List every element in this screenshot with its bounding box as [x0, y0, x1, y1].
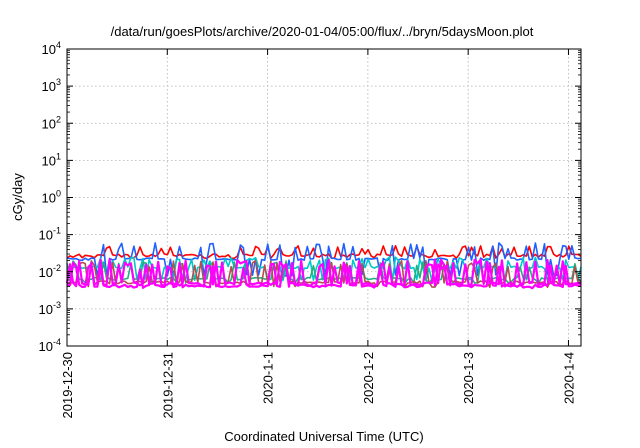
- y-tick-label: 10-3: [39, 300, 61, 317]
- y-tick-label: 103: [42, 77, 61, 94]
- y-axis-label: cGy/day: [10, 173, 25, 221]
- y-tick-label: 101: [42, 151, 61, 168]
- series-line: [66, 261, 582, 290]
- x-tick-label: 2020-1-2: [361, 352, 376, 404]
- x-tick-label: 2020-1-4: [561, 352, 576, 404]
- x-axis: 2019-12-30 2019-12-31 2020-1-1 2020-1-2 2020…: [60, 49, 576, 419]
- x-tick-label: 2020-1-3: [461, 352, 476, 404]
- x-tick-label: 2020-1-1: [261, 352, 276, 404]
- y-tick-label: 102: [42, 114, 61, 131]
- grid-lines: [66, 49, 581, 346]
- x-axis-label: Coordinated Universal Time (UTC): [224, 429, 423, 444]
- y-tick-label: 104: [42, 40, 61, 57]
- y-tick-label: 10-1: [39, 226, 61, 243]
- series-line: [66, 260, 582, 289]
- x-tick-label: 2019-12-30: [60, 352, 75, 419]
- y-tick-label: 10-2: [39, 263, 61, 280]
- chart-title: /data/run/goesPlots/archive/2020-01-04/0…: [111, 24, 534, 39]
- series-group: [65, 242, 582, 290]
- y-axis: 10-4 10-3 10-2 10-1 100 101 102 103 104: [39, 40, 581, 354]
- x-tick-label: 2019-12-31: [160, 352, 175, 419]
- y-tick-label: 100: [42, 189, 61, 206]
- y-tick-label: 10-4: [39, 337, 61, 354]
